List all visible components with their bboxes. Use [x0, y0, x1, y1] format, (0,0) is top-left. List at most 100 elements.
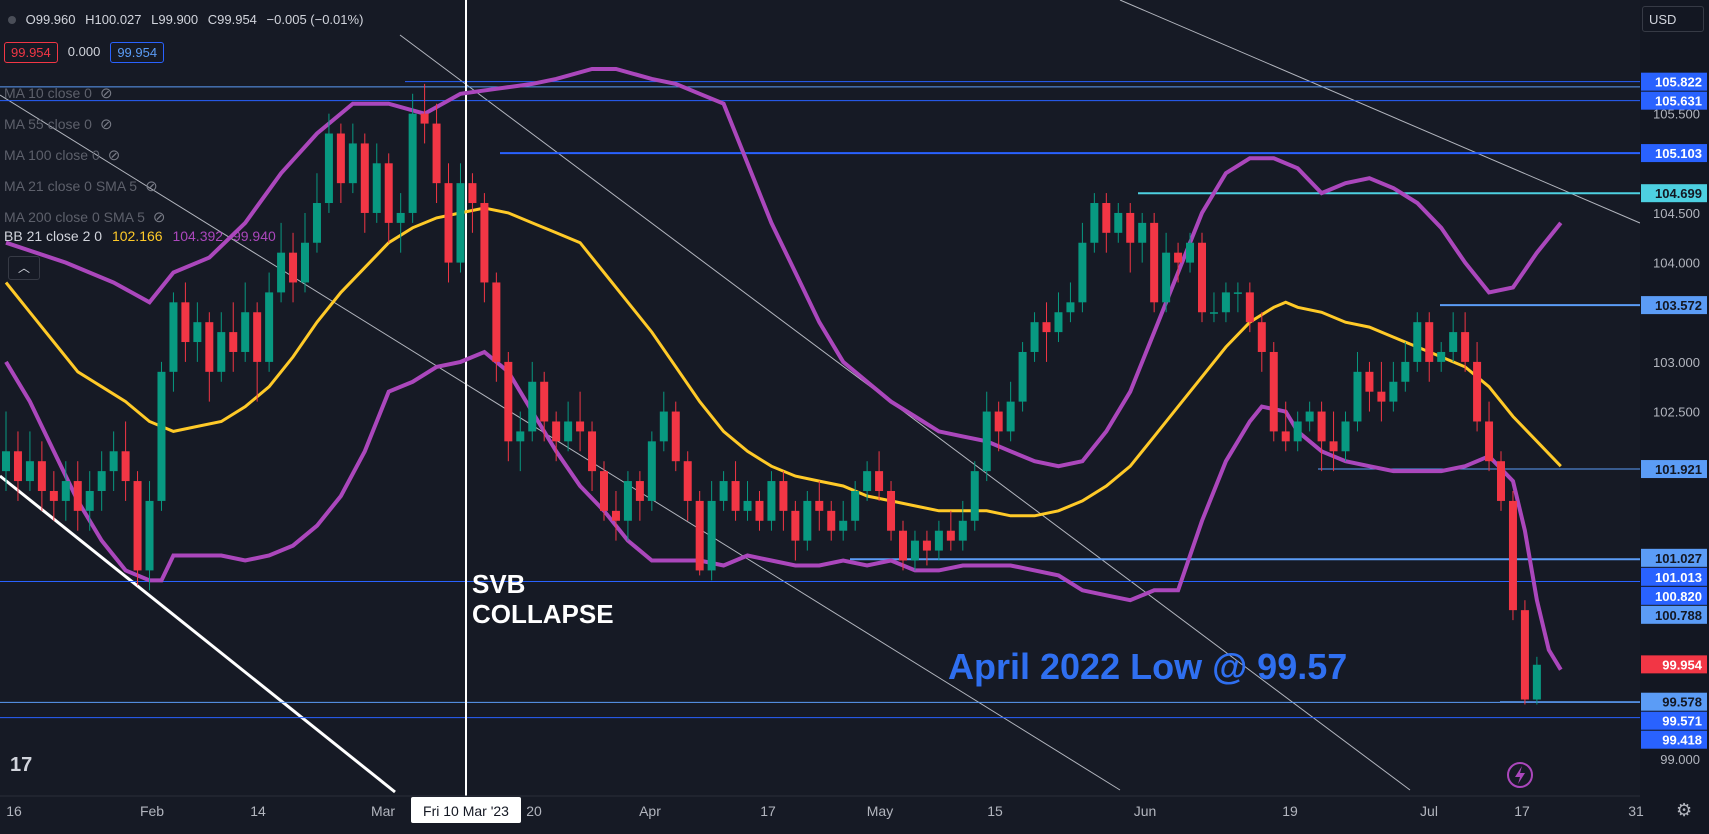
candle [253, 302, 262, 402]
currency-selector[interactable]: USD [1642, 6, 1704, 32]
candle [1365, 361, 1374, 412]
price-axis-ticks: 99.000100.500102.500103.000104.000104.50… [1653, 107, 1700, 767]
price-label-bg [1641, 586, 1707, 605]
candle [958, 500, 967, 551]
candle [289, 232, 298, 303]
candle-body [205, 322, 214, 372]
candle [731, 461, 740, 521]
candle-body [1425, 322, 1434, 362]
price-axis-labels: 105.822 105.631 105.103 104.699 103.572 101.9… [1641, 72, 1707, 749]
candle-body [372, 163, 381, 213]
replay-icon[interactable] [1507, 762, 1533, 788]
candle-body [970, 471, 979, 521]
candle-body [324, 133, 333, 204]
candle-body [348, 143, 357, 184]
candle-body [803, 500, 812, 541]
candle [1269, 342, 1278, 442]
time-tick-label: 14 [250, 803, 266, 819]
candle-body [1317, 411, 1326, 442]
sell-price-box[interactable]: 99.954 [4, 42, 58, 63]
time-tick-label: 16 [6, 803, 22, 819]
candle [1162, 232, 1171, 313]
legend-item[interactable]: MA 55 close 0 ⊘ [4, 109, 165, 140]
candle-body [432, 123, 441, 184]
candle-body [1209, 312, 1218, 314]
candle [241, 282, 250, 362]
candle-body [1293, 421, 1302, 442]
candle [348, 123, 357, 194]
collapse-legend-button[interactable]: ︿ [8, 256, 40, 280]
candle [420, 83, 429, 144]
tradingview-logo: 17 [10, 754, 33, 776]
candle [600, 461, 608, 521]
candle-body [611, 510, 620, 521]
eye-hidden-icon[interactable]: ⊘ [99, 85, 113, 102]
price-axis-label: 103.572 [1641, 296, 1707, 315]
crosshair-date-text: Fri 10 Mar '23 [423, 803, 509, 819]
candle [982, 391, 991, 482]
candle-body [1485, 421, 1494, 462]
settings-gear-icon[interactable]: ⚙ [1676, 800, 1693, 820]
order-price-boxes: 99.954 0.000 99.954 [4, 42, 165, 63]
eye-hidden-icon[interactable]: ⊘ [99, 116, 113, 133]
svb-label-line1: SVB [472, 569, 525, 599]
candle-body [815, 500, 824, 511]
chevron-up-icon: ︿ [17, 261, 30, 275]
candle [588, 421, 597, 491]
candle [576, 391, 585, 452]
candle [683, 451, 692, 521]
bb-legend-label: BB 21 close 2 0 [4, 228, 103, 244]
candle [229, 302, 238, 372]
eye-hidden-icon[interactable]: ⊘ [145, 178, 158, 195]
trend-line-channel-upper [0, 94, 1121, 791]
candle-body [1508, 500, 1517, 611]
price-label-bg [1641, 692, 1707, 711]
candle [193, 302, 202, 362]
candle [1126, 203, 1135, 273]
candle-body [779, 481, 788, 511]
price-axis-label: 99.571 [1641, 711, 1707, 730]
candle-body [1090, 203, 1099, 243]
price-label-bg [1641, 72, 1707, 91]
ohlc-readout: O99.960 H100.027 L99.900 C99.954 −0.005 … [8, 12, 363, 27]
candle [1497, 451, 1505, 511]
price-label-bg [1641, 296, 1707, 315]
buy-price-box[interactable]: 99.954 [110, 42, 165, 63]
candle [504, 351, 513, 462]
legend-item[interactable]: MA 10 close 0 ⊘ [4, 78, 165, 109]
candle [934, 520, 943, 561]
candle [803, 490, 812, 551]
replay-button[interactable] [1507, 762, 1533, 788]
legend-item[interactable]: MA 200 close 0 SMA 5 ⊘ [4, 202, 165, 233]
candle [1389, 361, 1398, 412]
candle [145, 481, 154, 591]
candle-body [1018, 351, 1027, 402]
candle [1221, 282, 1230, 323]
price-axis-label: 100.820 [1641, 586, 1707, 605]
candle-body [420, 113, 429, 124]
candle [360, 133, 369, 233]
candle [432, 103, 441, 204]
candle-body [910, 540, 919, 561]
price-label-bg [1641, 548, 1707, 567]
candle [528, 361, 537, 442]
candle-body [97, 471, 106, 491]
time-tick-label: May [867, 803, 893, 819]
price-label-bg [1641, 567, 1707, 586]
candle [671, 401, 680, 472]
eye-hidden-icon[interactable]: ⊘ [107, 147, 121, 164]
legend-item[interactable]: MA 100 close 0 ⊘ [4, 140, 165, 171]
price-tick-label: 102.500 [1653, 405, 1700, 420]
legend-item[interactable]: MA 21 close 0 SMA 5 ⊘ [4, 171, 165, 202]
candle-body [444, 183, 453, 263]
price-label-text: 99.578 [1662, 695, 1702, 710]
eye-hidden-icon[interactable]: ⊘ [152, 209, 166, 226]
candle-body [1532, 664, 1541, 700]
candle [169, 292, 178, 392]
ohlc-high: H100.027 [85, 12, 142, 27]
candle [1078, 222, 1087, 313]
candle-body [1066, 302, 1075, 313]
bb-legend[interactable]: BB 21 close 2 0 102.166 104.392 99.940 [4, 228, 276, 244]
price-label-text: 101.921 [1655, 462, 1702, 477]
